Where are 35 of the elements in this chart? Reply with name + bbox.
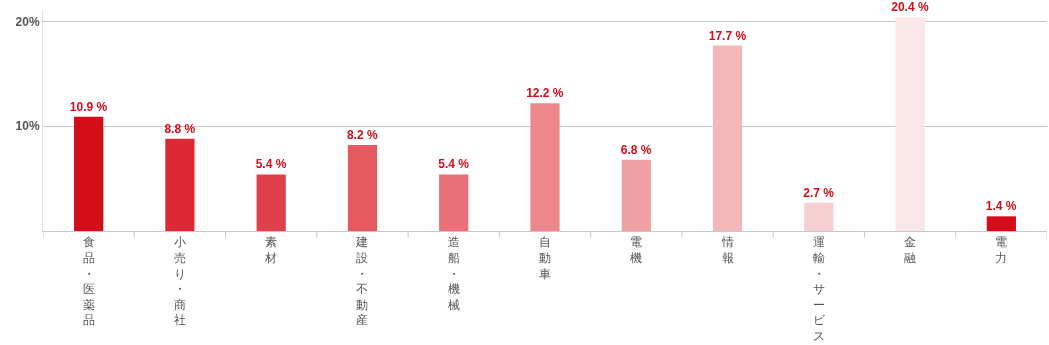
bar: [347, 145, 378, 231]
bar: [621, 159, 651, 231]
bar: [895, 17, 925, 231]
data-label: 17.7 %: [708, 28, 747, 43]
bar: [256, 174, 286, 231]
x-tick-label: 金融: [904, 235, 917, 265]
x-tick-label: 電力: [995, 235, 1008, 265]
data-label: 12.2 %: [526, 86, 564, 101]
x-tick-label: 素材: [264, 235, 278, 265]
y-tick-label: 20%: [15, 14, 40, 29]
bar: [712, 45, 743, 231]
x-tick-label: 小売り・商社: [173, 235, 186, 328]
x-tick-label: 自動車: [539, 235, 551, 281]
data-label: 6.8 %: [620, 142, 652, 157]
data-label: 5.4 %: [438, 157, 470, 172]
x-tick-label: 造船・機械: [447, 235, 460, 312]
bar: [986, 216, 1016, 231]
bar: [74, 116, 104, 231]
data-label: 1.4 %: [985, 199, 1017, 214]
bar: [439, 174, 469, 231]
bar: [804, 202, 834, 231]
data-label: 5.4 %: [255, 157, 287, 172]
x-tick-label: 建設・不動産: [355, 235, 369, 328]
bar: [530, 103, 560, 231]
data-label: 10.9 %: [69, 99, 108, 114]
data-label: 8.8 %: [164, 121, 196, 136]
x-tick-label: 運輸・サービス: [812, 235, 826, 343]
x-tick-label: 食品・医薬品: [82, 235, 95, 328]
x-tick-label: 電機: [630, 235, 643, 265]
data-label: 8.2 %: [346, 128, 378, 143]
y-tick-label: 10%: [15, 119, 40, 134]
data-label: 2.7 %: [803, 185, 835, 200]
x-tick-label: 情報: [720, 235, 734, 265]
bar: [165, 138, 195, 231]
data-label: 20.4 %: [891, 0, 929, 15]
